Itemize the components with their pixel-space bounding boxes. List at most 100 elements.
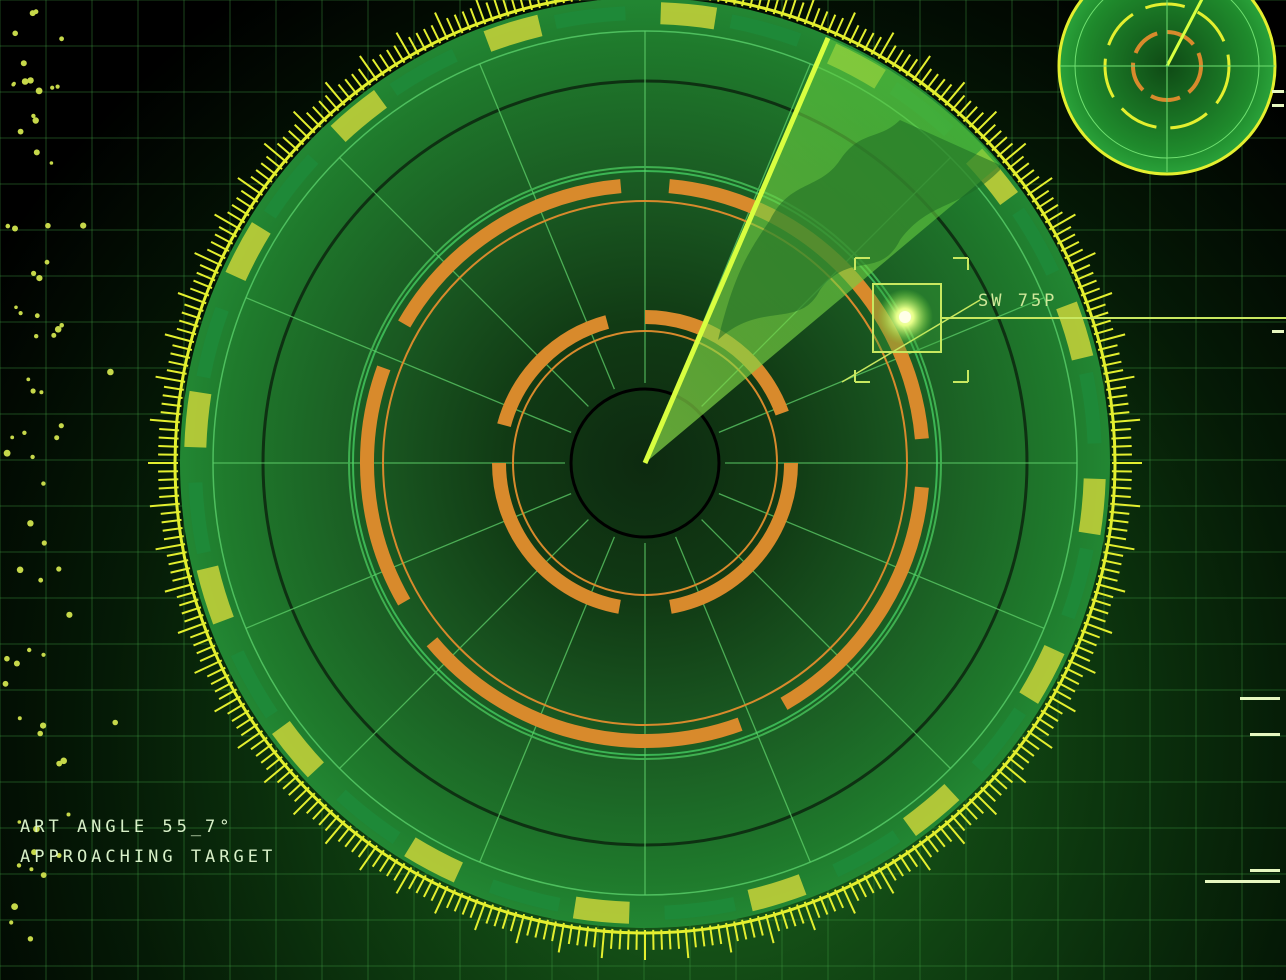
mid-ring-segment (426, 637, 743, 748)
signal-dot (21, 78, 29, 85)
mini-radar-icon (1057, 0, 1277, 176)
side-readout-marks (1205, 90, 1284, 883)
signal-dot (54, 326, 62, 333)
radial-spoke (245, 297, 572, 434)
tick-mark (155, 543, 186, 551)
signal-dot (18, 311, 23, 316)
tick-mark (1002, 142, 1027, 164)
tick-mark (1095, 333, 1126, 344)
signal-dot (10, 435, 15, 440)
tick-mark (974, 792, 998, 816)
tick-mark (1026, 177, 1053, 196)
outer-band-segment (483, 14, 543, 52)
signal-dot (17, 128, 24, 135)
outer-band-segment (553, 6, 626, 29)
signal-dot (36, 275, 43, 282)
signal-dot (34, 313, 40, 319)
signal-dot (31, 849, 38, 856)
signal-dot (41, 481, 46, 486)
tick-mark (155, 375, 186, 383)
outer-band-segment (330, 90, 388, 143)
tick-mark (912, 55, 931, 82)
tick-mark (557, 922, 565, 953)
radial-spoke (718, 492, 1045, 629)
tick-mark (164, 333, 195, 344)
outer-band-arcs (184, 2, 1106, 924)
outer-band-segment (196, 306, 229, 379)
signal-dot (59, 323, 64, 328)
signal-dot (112, 719, 118, 726)
signal-dot (11, 82, 16, 87)
outer-band-segment (188, 482, 211, 555)
tick-mark (600, 928, 606, 959)
tick-mark (1026, 730, 1053, 749)
tick-mark (263, 762, 288, 784)
signal-dot (66, 611, 73, 618)
tick-mark (877, 866, 895, 894)
signal-dot (31, 113, 36, 119)
outer-yellow-rim (173, 0, 1117, 935)
radial-spoke (339, 157, 589, 407)
tick-mark (292, 792, 316, 816)
signal-dot (40, 722, 47, 729)
signal-dot (80, 222, 87, 229)
signal-dot (41, 540, 47, 546)
inner-ring-thin (512, 330, 778, 596)
signal-dot (34, 334, 39, 339)
outer-band-segment (572, 896, 630, 924)
outer-band-segment (729, 14, 802, 47)
outer-band-segment (1061, 547, 1094, 620)
outer-band-segment (225, 222, 271, 282)
tick-mark (725, 922, 733, 953)
signal-dot (17, 716, 22, 721)
outer-band-segment (196, 565, 234, 625)
tick-mark (359, 844, 378, 871)
signal-dot (30, 388, 36, 394)
tick-mark (912, 844, 931, 871)
tick-mark (515, 913, 526, 944)
signal-dot (27, 520, 34, 527)
radial-spoke (479, 536, 616, 863)
radial-spokes (213, 31, 1077, 895)
tick-mark (841, 12, 856, 41)
signal-dot (33, 149, 40, 156)
tick-mark (1067, 252, 1096, 267)
signal-dot (16, 566, 24, 574)
target-lock-icon[interactable] (841, 257, 981, 383)
tick-mark (877, 32, 895, 60)
signal-dot (12, 30, 18, 37)
tick-mark (324, 81, 346, 106)
signal-dot (4, 655, 10, 662)
tick-mark (944, 820, 966, 845)
mid-ring-segment (780, 486, 929, 710)
outer-band-segment (971, 707, 1027, 772)
mid-ring-segment (360, 365, 411, 606)
tick-mark (395, 866, 413, 894)
tick-mark (944, 81, 966, 106)
status-readout: APPROACHING TARGET (20, 847, 276, 867)
signal-dot (56, 760, 63, 767)
tick-mark (177, 292, 207, 305)
tick-mark (292, 110, 316, 134)
signal-dot (66, 812, 71, 817)
outer-band-segment (488, 879, 561, 912)
outer-band-segment (389, 48, 458, 96)
outer-band-segment (902, 783, 960, 836)
radial-spoke (339, 519, 589, 769)
tick-mark (1104, 543, 1135, 551)
mid-ring-thin (382, 200, 908, 726)
signal-dot (56, 853, 62, 858)
signal-dot (14, 305, 18, 310)
signal-dot (50, 85, 55, 90)
signal-dot (29, 867, 34, 872)
signal-dot (55, 84, 60, 89)
tick-mark (1083, 292, 1113, 305)
signal-dot (58, 423, 64, 429)
outer-band-segment (747, 874, 807, 912)
outer-band-segment (263, 154, 319, 219)
tick-mark (474, 901, 487, 931)
tick-mark (434, 12, 449, 41)
signal-dot (44, 259, 50, 265)
main-radar: SW 75P (148, 0, 1286, 960)
